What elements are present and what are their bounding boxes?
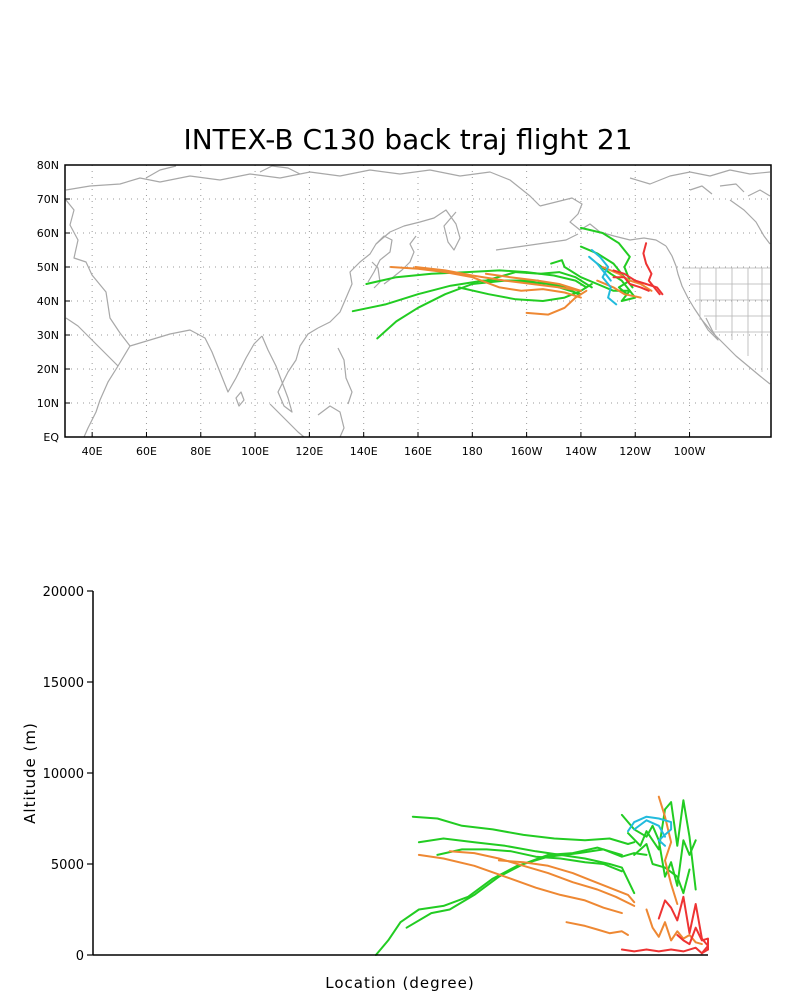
altitude-trajectory-green	[417, 837, 636, 895]
tick-label-lat: 70N	[37, 193, 59, 206]
tick-label-altitude: 0	[76, 949, 84, 964]
altitude-trajectory-green	[411, 815, 636, 845]
map-trajectory-orange	[389, 266, 582, 299]
map-tick-labels: 40E 60E 80E 100E 120E 140E 160E 180 160W 140W 120W…	[37, 159, 706, 458]
altitude-trajectory-green	[436, 848, 623, 873]
tick-label-lon: 80E	[190, 445, 211, 458]
coast-china	[317, 235, 393, 329]
tick-label-lat: 10N	[37, 397, 59, 410]
map-trajectory-orange	[601, 266, 653, 292]
map-trajectories	[351, 226, 664, 340]
tick-label-altitude: 15000	[43, 676, 84, 691]
coast-india	[129, 329, 263, 393]
coast-philippines	[337, 347, 353, 405]
coast-korea	[371, 261, 381, 289]
map-panel: 40E 60E 80E 100E 120E 140E 160E 180 160W 140W 120W…	[37, 159, 772, 458]
coast-east-africa	[65, 199, 131, 437]
us-state-boundaries	[682, 267, 770, 372]
altitude-trajectories	[374, 795, 709, 956]
tick-label-altitude: 10000	[43, 767, 84, 782]
altitude-trajectory-orange	[657, 795, 679, 905]
tick-label-lat: 50N	[37, 261, 59, 274]
map-trajectory-green	[376, 279, 580, 340]
chart-title: INTEX-B C130 back traj flight 21	[183, 123, 632, 156]
tick-label-altitude: 20000	[43, 585, 84, 600]
coast-sumatra	[269, 403, 305, 437]
coast-arabia	[65, 317, 119, 367]
coast-aleutians	[495, 233, 579, 251]
map-trajectory-green	[550, 259, 631, 292]
y-axis-label: Altitude (m)	[21, 722, 39, 824]
coast-hudson	[729, 199, 771, 245]
tick-label-lat: 80N	[37, 159, 59, 172]
altitude-trajectory-green	[405, 846, 623, 929]
altitude-trajectory-orange	[417, 853, 623, 915]
altitude-trajectory-orange	[448, 850, 636, 907]
tick-label-lat: 40N	[37, 295, 59, 308]
altitude-trajectory-red	[676, 926, 709, 951]
map-trajectory-green	[365, 269, 588, 289]
tick-label-lat: 20N	[37, 363, 59, 376]
coast-canada-arctic	[629, 169, 771, 185]
altitude-trajectory-cyan	[627, 815, 673, 847]
x-axis-label: Location (degree)	[325, 974, 474, 992]
map-trajectory-orange	[484, 272, 582, 292]
coast-alaska	[539, 197, 667, 247]
tick-label-lon: 160E	[404, 445, 432, 458]
altitude-trajectory-red	[657, 895, 709, 955]
coast-baja	[701, 317, 719, 341]
tick-label-lon: 180	[462, 445, 483, 458]
altitude-trajectory-cyan	[633, 819, 666, 838]
basemap	[65, 165, 771, 437]
coast-north-america	[665, 245, 771, 385]
altitude-trajectory-green	[633, 843, 691, 895]
tick-label-lat: 60N	[37, 227, 59, 240]
tick-label-lon: 120E	[295, 445, 323, 458]
altitude-trajectory-red	[620, 946, 709, 955]
altitude-tick-labels: 0 5000 10000 15000 20000	[43, 585, 93, 964]
coast-arctic-asia	[65, 169, 541, 207]
map-trajectory-orange	[414, 266, 582, 292]
map-trajectory-green	[596, 262, 637, 302]
map-trajectory-red	[642, 242, 661, 296]
altitude-panel: 0 5000 10000 15000 20000 Location (degree) A…	[21, 585, 709, 992]
map-trajectory-orange	[525, 289, 588, 316]
map-trajectory-cyan	[590, 249, 618, 306]
altitude-trajectory-green	[627, 799, 697, 891]
altitude-trajectory-orange	[565, 921, 629, 936]
coast-okhotsk	[375, 209, 461, 251]
tick-label-lat: EQ	[43, 431, 59, 444]
map-trajectory-orange	[596, 279, 642, 299]
altitude-trajectory-orange	[497, 859, 636, 904]
map-trajectory-green	[484, 271, 593, 289]
altitude-trajectory-green	[620, 813, 697, 887]
tick-label-lon: 120W	[619, 445, 651, 458]
map-trajectory-green	[579, 226, 631, 296]
map-trajectory-red	[612, 276, 650, 292]
tick-label-lon: 60E	[136, 445, 157, 458]
tick-label-lon: 140E	[350, 445, 378, 458]
altitude-trajectory-green	[374, 848, 648, 956]
map-trajectory-cyan	[588, 255, 612, 282]
coast-sri-lanka	[235, 391, 245, 407]
tick-label-lon: 100W	[674, 445, 706, 458]
coast-borneo	[317, 405, 345, 437]
map-trajectory-green	[457, 283, 593, 302]
coast-canada-islands	[689, 183, 771, 197]
tick-label-lon: 100E	[241, 445, 269, 458]
tick-label-lon: 140W	[565, 445, 597, 458]
coast-novaya	[145, 165, 177, 179]
tick-label-lon: 160W	[511, 445, 543, 458]
coast-southeast-asia	[261, 327, 319, 413]
coast-taimyr	[259, 165, 301, 175]
tick-label-lon: 40E	[82, 445, 103, 458]
tick-label-lat: 30N	[37, 329, 59, 342]
map-trajectory-red	[612, 269, 664, 296]
map-grid	[65, 165, 771, 437]
tick-label-altitude: 5000	[51, 858, 84, 873]
